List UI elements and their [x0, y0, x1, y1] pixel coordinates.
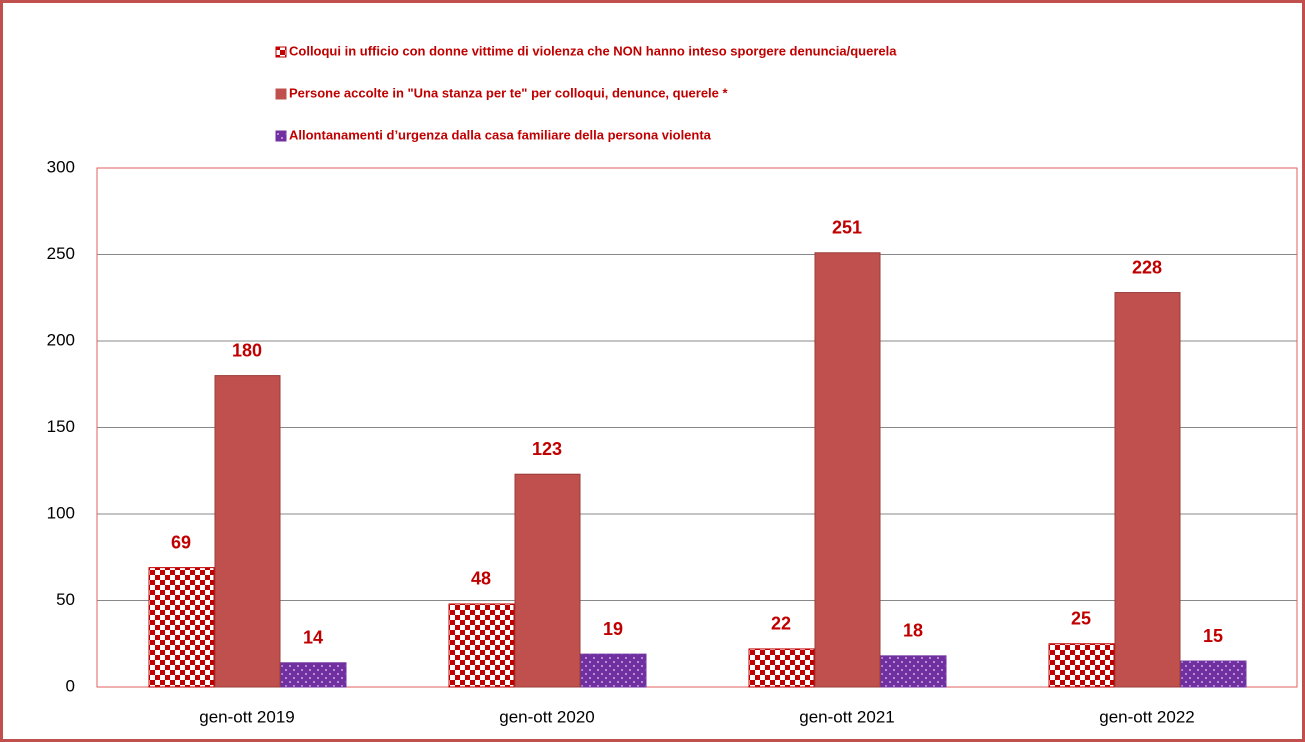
- data-label: 22: [771, 614, 791, 634]
- y-tick-label: 300: [47, 157, 75, 176]
- x-tick-label: gen-ott 2022: [1099, 707, 1194, 726]
- data-label: 15: [1203, 626, 1223, 646]
- bar: [148, 567, 215, 688]
- data-label: 123: [532, 439, 562, 459]
- legend-marker: [275, 88, 287, 100]
- data-label: 48: [471, 569, 491, 589]
- bar: [580, 653, 647, 688]
- bar: [214, 375, 281, 688]
- data-label: 251: [832, 218, 862, 238]
- x-tick-label: gen-ott 2020: [499, 707, 594, 726]
- x-tick-label: gen-ott 2019: [199, 707, 294, 726]
- bar: [880, 655, 947, 688]
- y-tick-label: 150: [47, 417, 75, 436]
- bar: [1114, 292, 1181, 688]
- data-label: 19: [603, 619, 623, 639]
- bar: [448, 603, 515, 688]
- y-tick-label: 100: [47, 503, 75, 522]
- legend-label: Allontanamenti d’urgenza dalla casa fami…: [289, 127, 712, 142]
- legend-marker: [275, 130, 287, 142]
- y-tick-label: 0: [66, 676, 75, 695]
- data-label: 69: [171, 532, 191, 552]
- legend-label: Persone accolte in "Una stanza per te" p…: [289, 85, 729, 100]
- y-tick-label: 50: [56, 590, 75, 609]
- bar: [748, 648, 815, 688]
- y-tick-label: 200: [47, 330, 75, 349]
- y-tick-label: 250: [47, 244, 75, 263]
- plot-area: [96, 167, 1298, 688]
- data-label: 25: [1071, 609, 1091, 629]
- x-tick-label: gen-ott 2021: [799, 707, 894, 726]
- data-label: 18: [903, 621, 923, 641]
- bar: [280, 662, 347, 688]
- bar: [814, 252, 881, 688]
- bar: [1180, 660, 1247, 688]
- bar: [514, 473, 581, 688]
- data-label: 180: [232, 340, 262, 360]
- bar: [1048, 643, 1115, 688]
- data-label: 228: [1132, 257, 1162, 277]
- legend-label: Colloqui in ufficio con donne vittime di…: [289, 43, 897, 58]
- legend-marker: [275, 46, 287, 58]
- data-label: 14: [303, 628, 323, 648]
